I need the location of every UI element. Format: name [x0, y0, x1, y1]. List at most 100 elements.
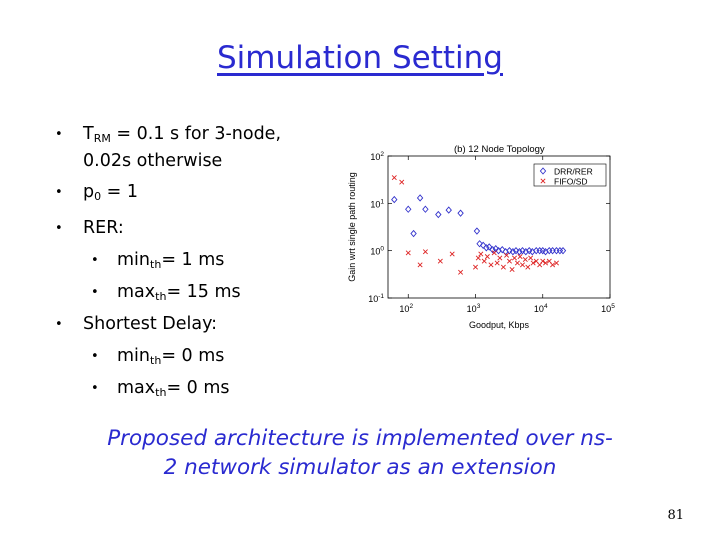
- drr-rer-point: [516, 248, 523, 256]
- drr-rer-point: [506, 246, 513, 255]
- bullet-sub: th: [155, 386, 167, 399]
- bullet-dot: •: [55, 127, 63, 142]
- x-tick-label: 103: [467, 303, 481, 314]
- bullet-dot: •: [91, 285, 99, 300]
- legend-box: [533, 163, 607, 187]
- bullet-dot: •: [91, 349, 99, 364]
- fifo-sd-point: [506, 258, 512, 264]
- legend-marker: [539, 167, 547, 175]
- page-number: 81: [667, 508, 684, 523]
- drr-rer-point: [483, 244, 490, 252]
- scatter-chart: (b) 12 Node Topology Gain wrt single pat…: [347, 144, 615, 330]
- drr-rer-point: [486, 243, 493, 251]
- drr-rer-point: [509, 248, 517, 256]
- bullet-main: max: [117, 282, 156, 302]
- legend-label: FIFO/SD: [554, 177, 588, 187]
- fifo-sd-point: [478, 251, 484, 257]
- caption-line-1: Proposed architecture is implemented ove…: [107, 426, 613, 451]
- x-tick-label: 105: [601, 303, 615, 314]
- drr-rer-point: [473, 227, 481, 235]
- bullet-main: min: [117, 346, 151, 366]
- fifo-sd-point: [540, 258, 546, 264]
- legend-marker: [540, 178, 546, 184]
- fifo-sd-point: [530, 260, 536, 266]
- bullet-sub: th: [150, 258, 162, 271]
- drr-rer-point: [422, 205, 429, 213]
- bullet-dot: •: [55, 221, 63, 236]
- fifo-sd-point: [537, 262, 543, 268]
- drr-rer-point: [391, 195, 398, 204]
- fifo-sd-point: [494, 260, 500, 266]
- fifo-sd-point: [525, 264, 531, 270]
- drr-rer-point: [410, 229, 417, 238]
- fifo-sd-point: [481, 258, 487, 264]
- fifo-sd-point: [497, 255, 503, 261]
- drr-rer-point: [512, 246, 520, 255]
- fifo-sd-point: [543, 260, 549, 266]
- fifo-sd-point: [437, 258, 443, 264]
- bullet-rest: = 0 ms: [166, 378, 230, 398]
- axis-ticks: 102 103 104 105 10-1 100 101 102: [368, 151, 615, 314]
- slide-title: Simulation Setting: [217, 40, 503, 76]
- bullet-dot: •: [91, 381, 99, 396]
- fifo-sd-point: [458, 269, 464, 275]
- fifo-sd-point: [504, 252, 510, 258]
- fifo-sd-point: [449, 251, 455, 257]
- drr-rer-point: [476, 240, 483, 248]
- bullet-dot: •: [55, 185, 63, 200]
- x-tick-label: 102: [399, 303, 413, 314]
- x-axis-label: Goodput, Kbps: [469, 320, 530, 330]
- drr-rer-point: [445, 206, 452, 214]
- drr-rer-point: [559, 246, 567, 255]
- fifo-sd-point: [484, 254, 490, 260]
- legend-label: DRR/RER: [554, 167, 593, 177]
- fifo-sd-point: [399, 179, 405, 185]
- drr-rer-point: [405, 205, 412, 213]
- y-tick-label: 101: [370, 198, 384, 209]
- fifo-sd-point: [511, 255, 518, 261]
- bullet-dot: •: [91, 253, 99, 268]
- bullet-sub: 0: [94, 190, 102, 203]
- drr-rer-point: [499, 245, 506, 254]
- bullet-dot: •: [55, 317, 63, 332]
- fifo-sd-point: [391, 175, 397, 181]
- y-tick-label: 102: [370, 151, 384, 162]
- y-tick-label: 100: [370, 246, 384, 257]
- bullet-main: p: [83, 182, 95, 202]
- bullet-main: Shortest Delay:: [83, 314, 218, 334]
- drr-rer-point: [495, 246, 502, 255]
- drr-rer-point: [435, 210, 442, 219]
- drr-rer-point: [457, 209, 464, 217]
- bullet-rest: = 1 ms: [161, 250, 225, 270]
- x-tick-label: 104: [534, 303, 548, 314]
- bullet-main: max: [117, 378, 156, 398]
- fifo-sd-point: [475, 255, 481, 261]
- fifo-sd-point: [405, 250, 411, 256]
- drr-rer-point: [416, 194, 424, 202]
- bullet-rest: = 1: [101, 182, 139, 202]
- chart-title: (b) 12 Node Topology: [454, 144, 545, 155]
- fifo-sd-point: [488, 262, 494, 268]
- y-axis-label: Gain wrt single path routing: [347, 172, 357, 282]
- bullet-line2: 0.02s otherwise: [83, 151, 223, 171]
- bullet-rest: = 15 ms: [166, 282, 241, 302]
- drr-rer-point: [522, 248, 530, 256]
- fifo-sd-point: [422, 249, 428, 255]
- fifo-sd-point: [519, 262, 526, 268]
- drr-rer-point: [519, 246, 526, 255]
- bullet-sub: RM: [93, 132, 111, 145]
- bullet-main: RER:: [83, 218, 124, 238]
- fifo-sd-point: [509, 266, 515, 273]
- caption: Proposed architecture is implemented ove…: [0, 424, 720, 482]
- fifo-sd-point: [528, 255, 534, 261]
- fifo-sd-point: [553, 260, 559, 266]
- fifo-sd-point: [514, 260, 520, 266]
- fifo-sd-point: [500, 264, 506, 270]
- y-tick-label: 10-1: [368, 293, 384, 304]
- caption-line-2: 2 network simulator as an extension: [163, 455, 557, 480]
- bullet-main: T: [83, 124, 94, 144]
- bullet-sub: th: [155, 290, 167, 303]
- drr-rer-point: [479, 241, 487, 249]
- fifo-sd-point: [472, 264, 479, 270]
